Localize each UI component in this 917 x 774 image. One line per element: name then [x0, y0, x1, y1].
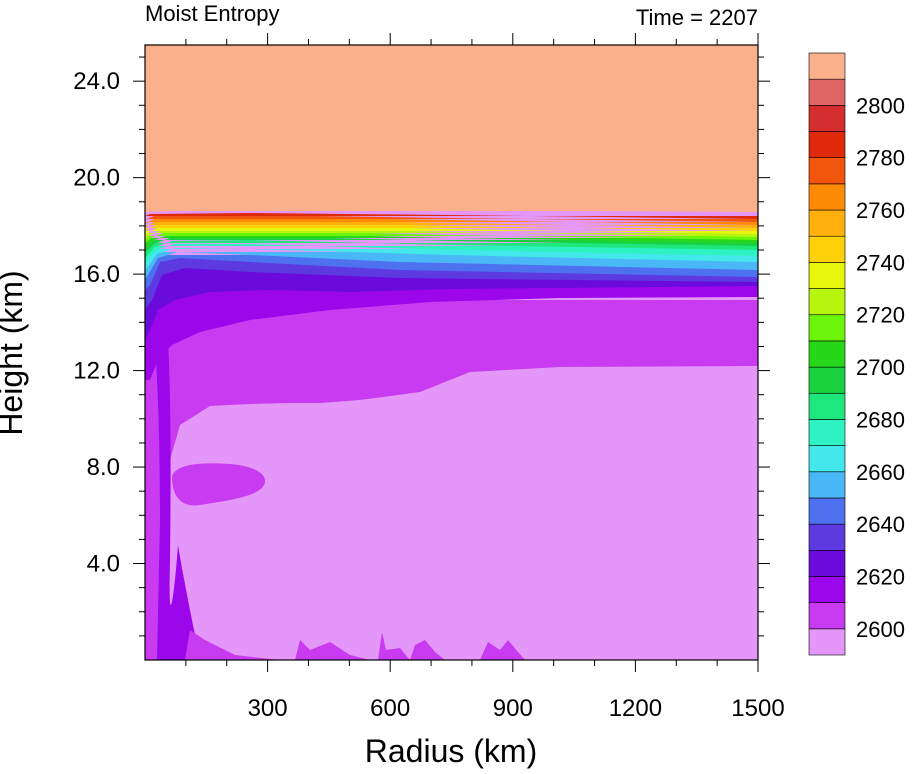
band-2690 — [145, 240, 758, 258]
y-tick-label: 24.0 — [73, 68, 120, 95]
colorbar-labels: 2600 2620 2640 2660 2680 2700 2720 2740 2760 2780… — [856, 93, 905, 641]
colorbar-label: 2800 — [856, 93, 905, 118]
x-tick-label: 1500 — [731, 695, 784, 722]
band-2780 — [145, 215, 758, 222]
colorbar-label: 2600 — [856, 617, 905, 642]
colorbar-swatch — [808, 105, 846, 132]
region-surface-patches — [185, 630, 525, 660]
colorbar-swatch — [808, 157, 846, 185]
colorbar-swatch — [808, 392, 846, 420]
y-tick-label: 20.0 — [73, 165, 120, 192]
region-upper-stratosphere — [145, 45, 758, 211]
colorbar-swatch — [808, 288, 846, 316]
axis-ticks — [133, 33, 770, 672]
colorbar-swatch — [808, 209, 846, 237]
y-tick-label: 4.0 — [87, 551, 120, 578]
colorbar-swatch — [808, 550, 846, 577]
colorbar-label: 2620 — [856, 564, 905, 589]
colorbar-swatch — [808, 419, 846, 446]
colorbar-swatch — [808, 628, 846, 656]
region-upper-troposphere — [145, 300, 758, 660]
band-2710 — [145, 233, 758, 248]
colorbar-swatch — [808, 131, 846, 158]
y-tick-label: 8.0 — [87, 454, 120, 481]
colorbar-label: 2760 — [856, 198, 905, 223]
y-axis-label: Height (km) — [0, 270, 29, 435]
region-mid-level-pocket — [172, 463, 266, 506]
y-tick-labels: 4.0 8.0 12.0 16.0 20.0 24.0 — [73, 68, 120, 577]
colorbar-swatch — [808, 340, 846, 368]
colorbar-label: 2740 — [856, 250, 905, 275]
colorbar-swatch — [808, 183, 846, 211]
x-tick-label: 900 — [493, 695, 533, 722]
x-tick-label: 600 — [370, 695, 410, 722]
plot-frame — [144, 44, 759, 661]
colorbar-swatch — [808, 523, 846, 551]
region-deep-purple-band — [145, 270, 758, 380]
y-tick-label: 16.0 — [73, 261, 120, 288]
colorbar-swatch — [808, 576, 846, 603]
colorbar-swatch — [808, 52, 846, 80]
y-tick-label: 12.0 — [73, 358, 120, 385]
x-tick-label: 300 — [248, 695, 288, 722]
band-2800-edge — [145, 209, 758, 212]
colorbar-swatch — [808, 445, 846, 473]
region-eyewall-core — [150, 300, 200, 660]
colorbar-swatch — [808, 78, 846, 106]
band-2790 — [145, 213, 758, 219]
x-tick-label: 1200 — [609, 695, 662, 722]
x-tick-labels: 300 600 900 1200 1500 — [248, 695, 785, 722]
colorbar-swatch — [808, 262, 846, 289]
colorbar-label: 2640 — [856, 512, 905, 537]
colorbar-swatch — [808, 471, 846, 499]
colorbar-label: 2680 — [856, 407, 905, 432]
band-2680 — [145, 244, 758, 265]
x-axis-label: Radius (km) — [365, 733, 537, 769]
colorbar-label: 2780 — [856, 146, 905, 171]
colorbar-label: 2660 — [856, 460, 905, 485]
band-2720 — [145, 230, 758, 244]
colorbar-swatch — [808, 235, 846, 263]
colorbar-swatch — [808, 602, 846, 630]
colorbar-swatch — [808, 314, 846, 342]
region-violet-band — [145, 262, 758, 340]
contour-field — [145, 45, 758, 660]
colorbar-swatch — [808, 366, 846, 394]
colorbar-label: 2700 — [856, 355, 905, 380]
title-left: Moist Entropy — [145, 1, 280, 26]
colorbar-swatch — [808, 497, 846, 525]
colorbar — [808, 52, 846, 656]
band-2670 — [145, 248, 758, 272]
band-2660 — [145, 252, 758, 280]
colorbar-label: 2720 — [856, 303, 905, 328]
title-right: Time = 2207 — [636, 5, 758, 30]
